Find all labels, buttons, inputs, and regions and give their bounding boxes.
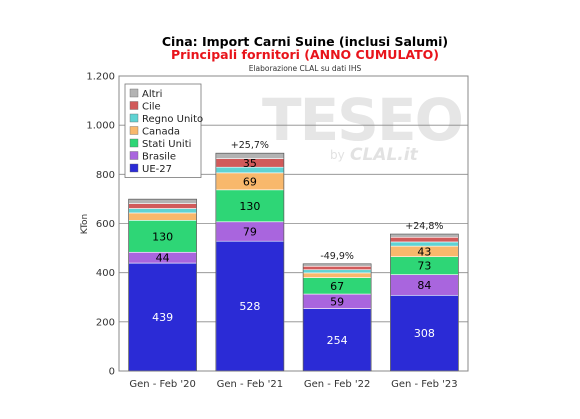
y-tick-label: 1.000 — [86, 121, 115, 132]
legend-label: Regno Unito — [142, 114, 203, 125]
y-tick-label: 1.200 — [86, 72, 115, 83]
bar-segment — [390, 236, 459, 243]
chart-title: Cina: Import Carni Suine (inclusi Salumi… — [162, 34, 448, 49]
bar-value-label: 308 — [414, 327, 435, 340]
legend-label: Cile — [142, 102, 161, 113]
bar-variation-label: +25,7% — [231, 140, 269, 151]
watermark-brand: CLAL.it — [350, 145, 419, 165]
bar-segment — [128, 212, 197, 221]
bar-value-label: 44 — [156, 252, 170, 265]
bar-segment — [302, 269, 372, 274]
bar-segment — [302, 263, 372, 267]
bar-variation-label: -49,9% — [320, 251, 354, 262]
watermark-by: by — [330, 148, 345, 162]
y-tick-label: 400 — [96, 268, 115, 279]
watermark-main: TESEO — [262, 86, 462, 154]
bar-value-label: 84 — [417, 279, 431, 292]
y-tick-label: 800 — [96, 170, 115, 181]
plot-frame — [118, 75, 469, 372]
bars: 439 44 130 528 79 130 69 35 +25,7% 254 59 67 -49,9% 3… — [128, 140, 459, 372]
bar-variation-label: +24,8% — [405, 221, 443, 232]
bar-value-label: 67 — [330, 280, 344, 293]
bar-outline — [302, 263, 372, 372]
bar-segment — [390, 241, 459, 247]
watermark: TESEO by CLAL.it — [262, 86, 464, 165]
legend-swatch — [129, 101, 139, 110]
bar-value-label: 130 — [239, 200, 260, 213]
bar-value-label: 43 — [417, 245, 431, 258]
bar-value-label: 130 — [152, 230, 173, 243]
bar-segment — [215, 189, 285, 223]
bar-segment — [302, 272, 372, 278]
bar-value-label: 73 — [417, 260, 431, 273]
y-tick-label: 0 — [109, 367, 115, 378]
legend-label: Canada — [142, 127, 180, 138]
bar-segment — [390, 233, 459, 238]
bar-segment — [128, 203, 197, 209]
x-tick-label: Gen - Feb '21 — [217, 379, 284, 390]
bar-value-label: 79 — [243, 225, 257, 238]
bar-outline — [215, 152, 285, 372]
legend-label: Stati Uniti — [142, 139, 191, 150]
bar-value-label: 254 — [327, 334, 348, 347]
x-tick-label: Gen - Feb '23 — [391, 379, 458, 390]
bar-segment — [302, 265, 372, 271]
bar-segment — [128, 198, 197, 204]
legend-swatch — [129, 163, 139, 173]
chart-subtitle: Principali fornitori (ANNO CUMULATO) — [171, 47, 439, 62]
y-axis-label: KTon — [80, 214, 90, 234]
bar-segment — [215, 152, 285, 159]
bar-value-label: 439 — [152, 311, 173, 324]
axes: 0 200 400 600 800 1.000 1.200 Gen - Feb '20 Gen … — [86, 72, 469, 390]
y-tick-label: 600 — [96, 219, 115, 230]
legend-swatch — [129, 113, 139, 123]
legend-label: Altri — [142, 89, 162, 100]
bar-value-label: 59 — [330, 295, 344, 308]
x-tick-label: Gen - Feb '20 — [129, 379, 196, 390]
bar-outline — [390, 233, 459, 372]
bar-value-label: 528 — [239, 300, 260, 313]
bar-segment — [390, 294, 459, 372]
y-tick-label: 200 — [96, 317, 115, 328]
legend-swatch — [129, 126, 139, 135]
bar-segment — [128, 208, 197, 214]
bar-value-label: 35 — [243, 157, 257, 170]
legend-label: Brasile — [142, 152, 176, 163]
bar-outline — [128, 198, 197, 372]
x-tick-label: Gen - Feb '22 — [304, 379, 371, 390]
legend-swatch — [129, 88, 139, 98]
legend-label: UE-27 — [142, 164, 172, 175]
chart-source: Elaborazione CLAL su dati IHS — [249, 64, 362, 73]
legend-swatch — [129, 151, 139, 160]
bar-value-label: 69 — [243, 175, 257, 188]
legend-swatch — [129, 138, 139, 148]
